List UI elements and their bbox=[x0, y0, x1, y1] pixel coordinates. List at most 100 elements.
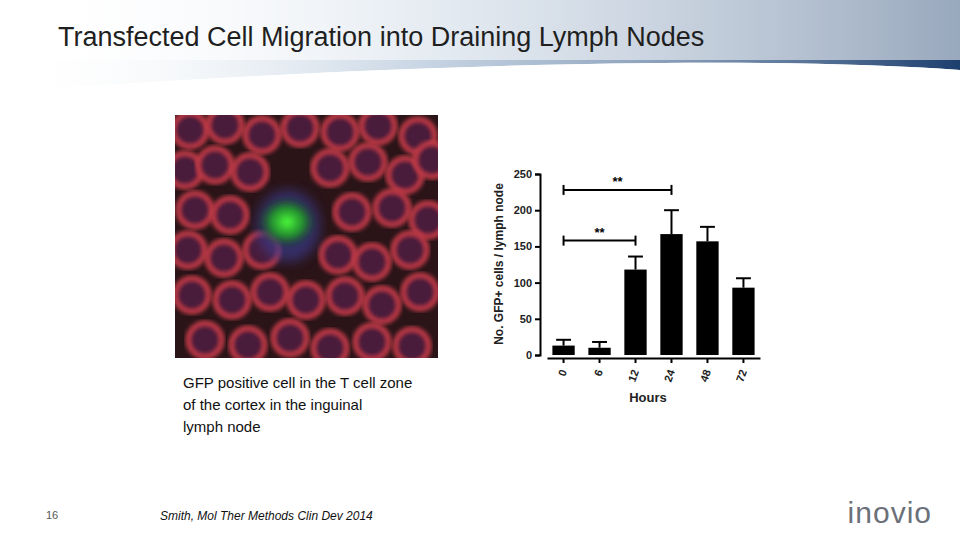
y-tick: 100 bbox=[514, 277, 540, 289]
cell bbox=[253, 275, 287, 309]
tick-mark bbox=[535, 246, 540, 248]
header-swoosh bbox=[0, 63, 960, 96]
annotation-text: ** bbox=[594, 225, 605, 240]
plot-area bbox=[552, 210, 754, 355]
tick-label: 150 bbox=[514, 240, 532, 252]
tick-mark bbox=[535, 355, 540, 357]
caption-line: of the cortex in the inguinal bbox=[183, 396, 362, 413]
x-tick: 6 bbox=[592, 358, 605, 378]
header-wash bbox=[0, 0, 960, 60]
cell bbox=[289, 283, 323, 317]
cell bbox=[328, 279, 362, 313]
cell bbox=[215, 283, 249, 317]
tick-label: 12 bbox=[626, 368, 641, 384]
tick-label: 0 bbox=[526, 349, 532, 361]
cell bbox=[283, 115, 317, 145]
tick-label: 100 bbox=[514, 277, 532, 289]
cell bbox=[375, 191, 409, 225]
caption: GFP positive cell in the T cell zone of t… bbox=[183, 374, 412, 435]
error-bar bbox=[664, 210, 679, 234]
cell bbox=[351, 145, 385, 179]
cell bbox=[245, 118, 279, 152]
chart: 0501001502002500612244872HoursNo. GFP+ c… bbox=[492, 168, 761, 405]
tick-mark bbox=[535, 282, 540, 284]
bar bbox=[624, 270, 646, 355]
bar bbox=[588, 348, 610, 355]
significance-bracket: ** bbox=[564, 225, 636, 246]
slide: Transfected Cell Migration into Draining… bbox=[0, 0, 960, 540]
error-bar bbox=[592, 342, 607, 348]
y-tick: 0 bbox=[526, 349, 540, 361]
cell bbox=[208, 115, 242, 142]
tick-mark bbox=[670, 358, 672, 363]
y-tick: 50 bbox=[520, 313, 540, 325]
x-tick: 0 bbox=[556, 358, 569, 378]
bar bbox=[660, 234, 682, 355]
cell bbox=[198, 148, 232, 182]
error-cap bbox=[700, 226, 715, 228]
tick-mark bbox=[742, 358, 744, 363]
cell bbox=[188, 323, 222, 357]
cell bbox=[321, 238, 355, 272]
header-banner bbox=[0, 0, 960, 92]
cell bbox=[335, 195, 369, 229]
error-bar bbox=[628, 257, 643, 270]
tick-label: 250 bbox=[514, 168, 532, 180]
error-cap bbox=[628, 256, 643, 258]
cell bbox=[233, 155, 267, 189]
bar bbox=[552, 346, 574, 355]
tick-label: 50 bbox=[520, 313, 532, 325]
cell bbox=[355, 325, 389, 358]
bracket-cap bbox=[670, 185, 672, 195]
error-stem bbox=[742, 278, 744, 287]
citation: Smith, Mol Ther Methods Clin Dev 2014 bbox=[160, 509, 373, 523]
caption-line: GFP positive cell in the T cell zone bbox=[183, 374, 412, 391]
tick-mark bbox=[563, 358, 565, 363]
x-tick: 24 bbox=[662, 358, 678, 384]
slide-title: Transfected Cell Migration into Draining… bbox=[58, 22, 704, 52]
page-number: 16 bbox=[46, 509, 58, 521]
error-bar bbox=[736, 278, 751, 287]
annotation-text: ** bbox=[612, 174, 623, 189]
x-tick: 12 bbox=[626, 358, 641, 384]
cell bbox=[365, 288, 399, 322]
axis-line bbox=[535, 175, 541, 356]
tick-label: 72 bbox=[733, 368, 748, 384]
bracket-line bbox=[564, 240, 636, 242]
error-cap bbox=[556, 339, 571, 341]
error-stem bbox=[635, 257, 637, 270]
cell bbox=[393, 233, 427, 267]
axis-line bbox=[548, 358, 761, 360]
y-tick: 200 bbox=[514, 204, 540, 216]
x-tick: 48 bbox=[698, 358, 713, 384]
x-axis-title: Hours bbox=[629, 390, 667, 405]
y-tick: 250 bbox=[514, 168, 540, 180]
error-bar bbox=[700, 227, 715, 241]
y-axis: 0 50 100 150 200 250 bbox=[514, 168, 541, 361]
bracket-cap bbox=[635, 236, 637, 246]
tick-mark bbox=[535, 210, 540, 212]
cell bbox=[323, 115, 357, 149]
cell bbox=[178, 193, 212, 227]
cell bbox=[207, 241, 241, 275]
tick-label: 48 bbox=[698, 368, 713, 384]
tick-mark bbox=[706, 358, 708, 363]
tick-mark bbox=[535, 174, 540, 176]
error-cap bbox=[592, 341, 607, 343]
nucleus bbox=[256, 190, 320, 262]
tick-label: 6 bbox=[592, 368, 605, 378]
x-axis: 0 6 12 24 48 72 bbox=[548, 358, 761, 384]
cell bbox=[175, 115, 207, 147]
y-tick: 150 bbox=[514, 240, 540, 252]
cell bbox=[395, 329, 429, 358]
micrograph bbox=[175, 115, 438, 358]
cell bbox=[213, 198, 247, 232]
cell bbox=[415, 143, 438, 177]
cell bbox=[313, 151, 347, 185]
significance-bracket: ** bbox=[564, 174, 672, 195]
tick-mark bbox=[599, 358, 601, 363]
error-bar bbox=[556, 340, 571, 346]
cell bbox=[273, 321, 307, 355]
x-tick: 72 bbox=[733, 358, 748, 384]
cell bbox=[313, 331, 347, 358]
